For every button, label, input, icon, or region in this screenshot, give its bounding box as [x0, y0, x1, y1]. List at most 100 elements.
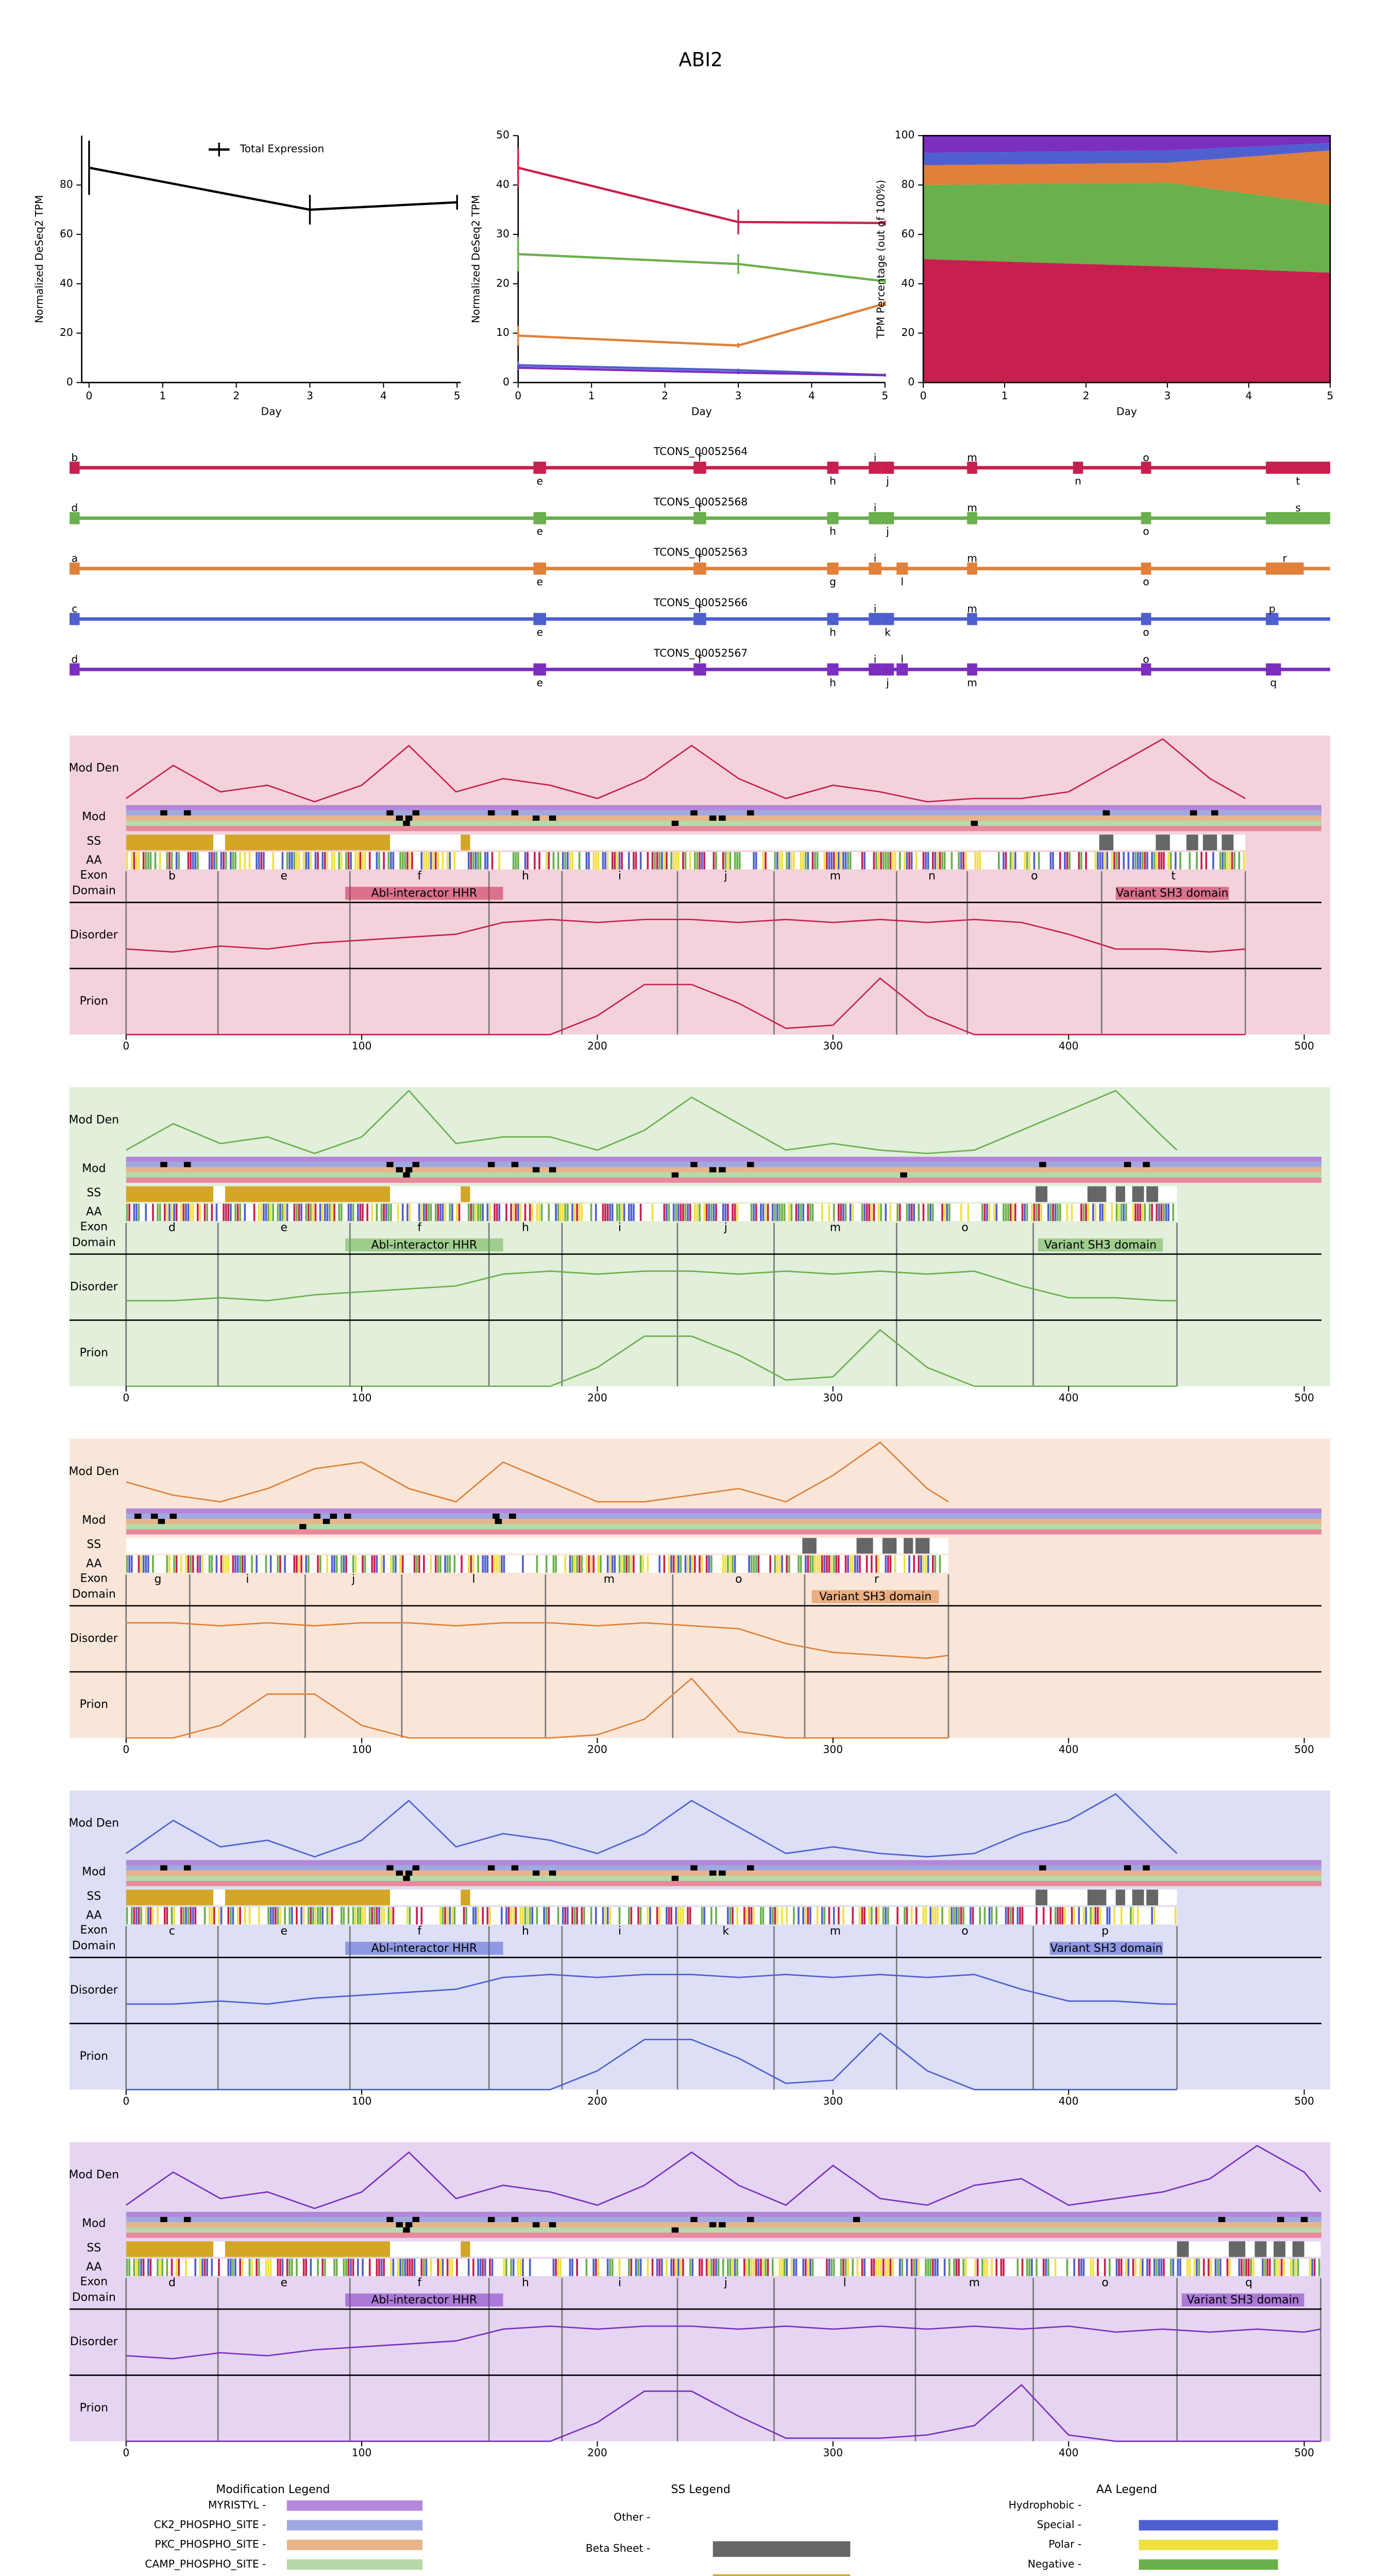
aa-residue [750, 1555, 753, 1573]
x-tick-label: 0 [123, 1743, 129, 1755]
aa-residue [411, 852, 413, 870]
aa-residue [1111, 1204, 1113, 1222]
aa-residue [168, 1204, 171, 1222]
aa-residue [602, 1907, 604, 1925]
exon [533, 663, 546, 676]
aa-residue [908, 1555, 910, 1573]
aa-residue [873, 1204, 875, 1222]
aa-residue [757, 2259, 760, 2276]
x-tick-label: 400 [1059, 2095, 1079, 2107]
aa-residue [135, 1907, 138, 1925]
exon [533, 462, 546, 474]
exon [1073, 462, 1083, 474]
aa-residue [126, 1907, 128, 1925]
aa-residue [943, 852, 946, 870]
mod-site [511, 2217, 519, 2223]
aa-residue [430, 2259, 432, 2276]
aa-residue [380, 1907, 383, 1925]
aa-residue [442, 1204, 444, 1222]
track-label: AA [86, 1909, 102, 1922]
mod-site [709, 1167, 717, 1173]
aa-residue [1160, 852, 1163, 870]
aa-residue [1217, 2259, 1219, 2276]
aa-residue [611, 1555, 614, 1573]
track-label: Mod [82, 1514, 106, 1527]
aa-residue [621, 1555, 623, 1573]
aa-residue [1005, 852, 1007, 870]
aa-residue [670, 2259, 672, 2276]
track-label: Exon [80, 2276, 108, 2289]
aa-residue [1144, 852, 1146, 870]
aa-residue [637, 1907, 639, 1925]
exon-label: g [829, 575, 836, 588]
aa-residue [1186, 2259, 1189, 2276]
aa-residue [307, 1907, 310, 1925]
exon-label: i [874, 602, 877, 615]
aa-residue [798, 1907, 800, 1925]
aa-residue [816, 1907, 819, 1925]
aa-residue [687, 1555, 689, 1573]
aa-residue [976, 2259, 979, 2276]
aa-residue [955, 1907, 958, 1925]
aa-residue [1158, 852, 1160, 870]
aa-residue [230, 1907, 232, 1925]
aa-residue [762, 2259, 765, 2276]
aa-residue [187, 1555, 190, 1573]
aa-residue [837, 1204, 840, 1222]
aa-residue [590, 1555, 592, 1573]
aa-residue [823, 1907, 826, 1925]
aa-residue [983, 1204, 986, 1222]
aa-residue [689, 1555, 691, 1573]
aa-residue [581, 1204, 583, 1222]
aa-residue [376, 1555, 378, 1573]
aa-residue [564, 852, 567, 870]
aa-residue [536, 1204, 538, 1222]
aa-residue [684, 1555, 687, 1573]
legend-swatch [1139, 2539, 1278, 2550]
aa-residue [437, 1555, 439, 1573]
aa-residue [376, 1204, 378, 1222]
aa-residue [849, 852, 852, 870]
aa-residue [1085, 1204, 1087, 1222]
aa-residue [185, 1204, 187, 1222]
aa-residue [1132, 852, 1134, 870]
aa-residue [265, 1204, 267, 1222]
exon-label: i [874, 451, 877, 464]
aa-residue [474, 1907, 477, 1925]
aa-residue [1165, 1204, 1167, 1222]
aa-residue [837, 1555, 840, 1573]
aa-residue [503, 1555, 505, 1573]
aa-residue [934, 1907, 937, 1925]
aa-residue [578, 852, 581, 870]
aa-residue [1127, 852, 1130, 870]
aa-residue [331, 1555, 333, 1573]
aa-residue [647, 852, 649, 870]
y-tick-label: 80 [60, 178, 73, 191]
aa-residue [1144, 1204, 1146, 1222]
aa-residue [672, 852, 675, 870]
x-tick-label: 100 [352, 2447, 372, 2459]
aa-residue [562, 1907, 564, 1925]
aa-residue [1014, 1204, 1016, 1222]
aa-residue [1151, 1907, 1153, 1925]
aa-residue [159, 1204, 161, 1222]
aa-residue [531, 1204, 534, 1222]
aa-residue [595, 2259, 597, 2276]
exon-label: f [698, 552, 702, 565]
aa-residue [750, 2259, 753, 2276]
aa-residue [527, 852, 529, 870]
x-tick-label: 400 [1059, 2447, 1079, 2459]
legend-label: Other - [614, 2511, 650, 2523]
aa-residue [302, 2259, 305, 2276]
exon-label: o [1143, 525, 1149, 537]
aa-residue [1097, 1907, 1099, 1925]
aa-residue [734, 2259, 736, 2276]
disorder-curve [126, 919, 1246, 953]
exon-label: e [280, 2276, 287, 2289]
aa-residue [901, 2259, 904, 2276]
aa-residue [689, 2259, 691, 2276]
exon-label: j [724, 2276, 727, 2289]
y-tick-label: 0 [908, 376, 914, 388]
aa-residue [135, 852, 138, 870]
aa-residue [727, 1555, 729, 1573]
